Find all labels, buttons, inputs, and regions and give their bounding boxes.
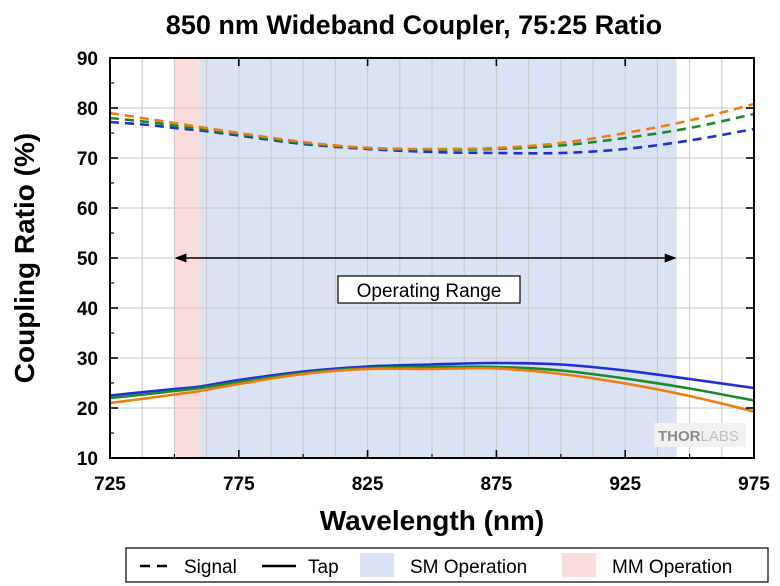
x-tick-label: 975 xyxy=(738,474,770,495)
x-axis-label: Wavelength (nm) xyxy=(320,505,545,536)
tap-series-line xyxy=(109,366,755,413)
legend-box xyxy=(125,547,769,583)
x-tick-label: 825 xyxy=(352,474,384,495)
legend-mm-swatch xyxy=(562,553,596,577)
legend-tap-label: Tap xyxy=(308,557,339,578)
y-tick-label: 80 xyxy=(77,99,98,120)
signal-series-line xyxy=(109,112,755,151)
tap-series-line xyxy=(109,361,755,397)
signal-series-line xyxy=(109,120,755,155)
x-tick-label: 725 xyxy=(94,474,126,495)
x-tick-label: 925 xyxy=(609,474,641,495)
legend-mm-label: MM Operation xyxy=(612,557,732,578)
legend-sm-label: SM Operation xyxy=(410,557,527,578)
operating-range-label: Operating Range xyxy=(357,281,502,302)
operating-range-annotation: Operating Range xyxy=(174,253,677,304)
svg-text:THORLABS: THORLABS xyxy=(658,428,739,445)
y-tick-labels: 10 20 30 40 50 60 70 80 90 xyxy=(77,49,98,470)
y-tick-label: 70 xyxy=(77,149,98,170)
x-tick-labels: 725 775 825 875 925 975 xyxy=(94,474,770,495)
chart-title: 850 nm Wideband Coupler, 75:25 Ratio xyxy=(166,10,662,40)
y-axis-label: Coupling Ratio (%) xyxy=(9,133,40,383)
y-tick-label: 40 xyxy=(77,299,98,320)
y-tick-label: 30 xyxy=(77,349,98,370)
y-tick-label: 10 xyxy=(77,449,98,470)
y-tick-label: 50 xyxy=(77,249,98,270)
legend: Signal Tap SM Operation MM Operation xyxy=(125,547,769,583)
arrow-left-head xyxy=(174,253,187,263)
x-tick-label: 875 xyxy=(481,474,513,495)
y-tick-label: 20 xyxy=(77,399,98,420)
y-tick-label: 90 xyxy=(77,49,98,70)
thorlabs-logo: THORLABS xyxy=(654,423,746,447)
arrow-right-head xyxy=(664,253,677,263)
legend-signal-label: Signal xyxy=(184,557,237,578)
x-tick-label: 775 xyxy=(223,474,255,495)
axis-ticks xyxy=(109,57,755,459)
y-tick-label: 60 xyxy=(77,199,98,220)
signal-series-line xyxy=(109,102,755,151)
legend-sm-swatch xyxy=(360,553,394,577)
series-lines xyxy=(109,102,755,413)
operating-range-box xyxy=(337,275,521,304)
